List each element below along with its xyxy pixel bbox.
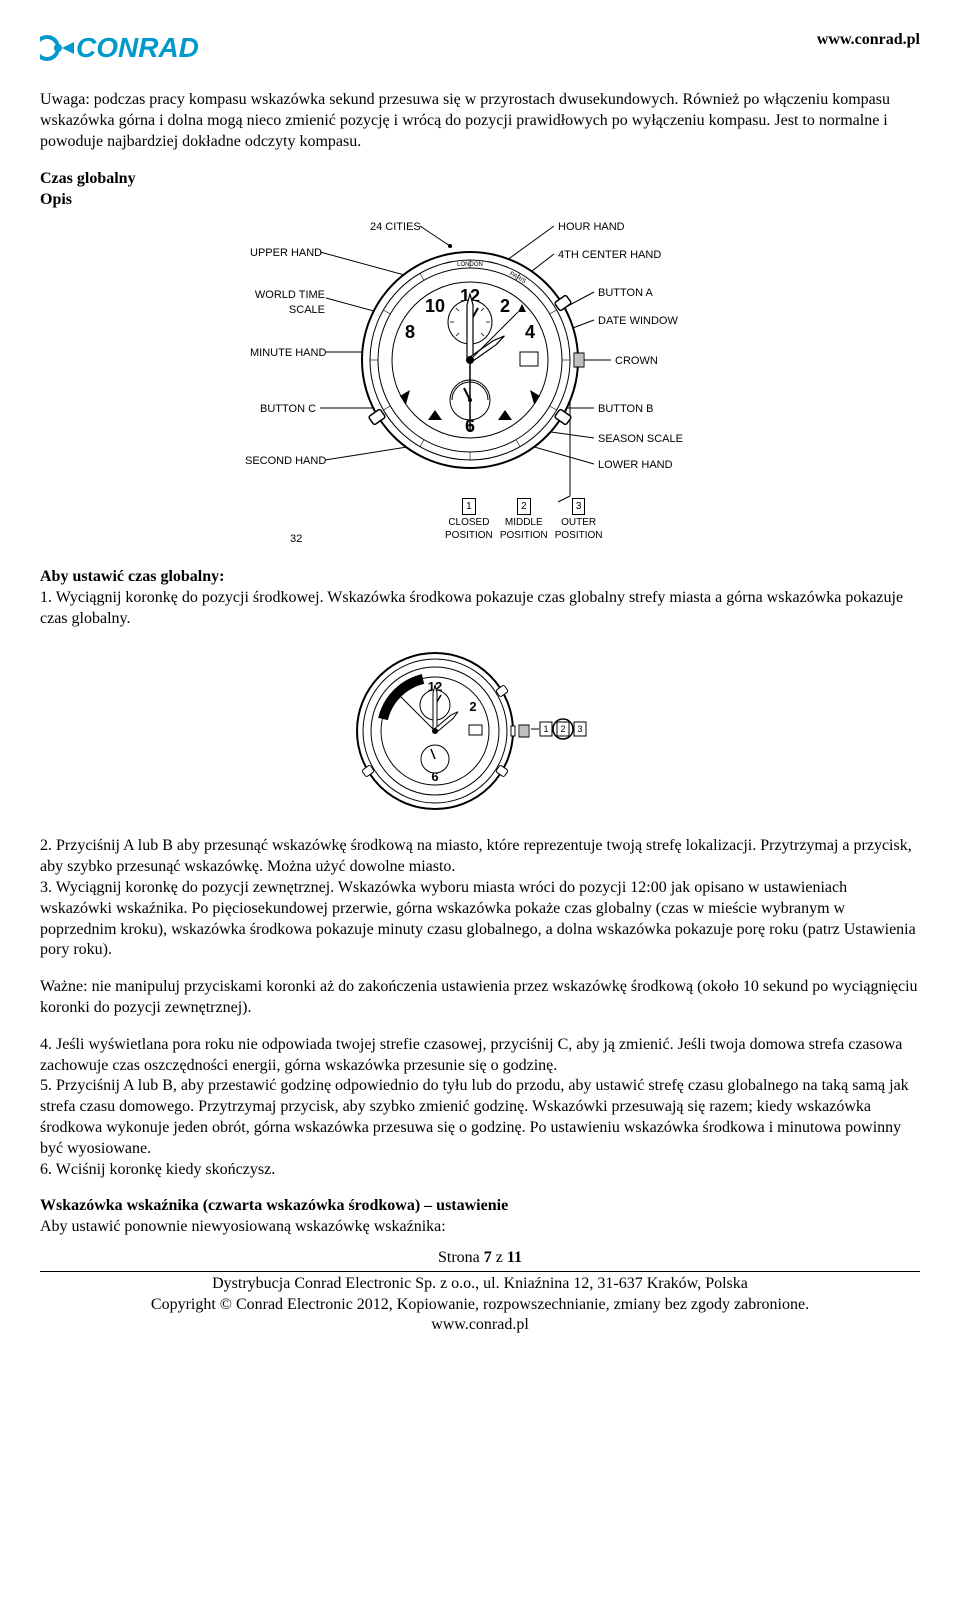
svg-text:3: 3 [577, 724, 582, 734]
svg-text:2: 2 [560, 724, 565, 734]
conrad-logo: CONRAD [40, 30, 199, 66]
small-watch-diagram: 12 2 6 [40, 646, 920, 823]
page-32: 32 [290, 532, 302, 546]
step6: 6. Wciśnij koronkę kiedy skończysz. [40, 1160, 920, 1181]
svg-text:2: 2 [469, 699, 476, 714]
opis-label: Opis [40, 191, 72, 208]
step3: 3. Wyciągnij koronkę do pozycji zewnętrz… [40, 878, 920, 961]
header-url: www.conrad.pl [817, 30, 920, 51]
wskazowka-section: Wskazówka wskaźnika (czwarta wskazówka ś… [40, 1196, 920, 1238]
page-footer: Strona 7 z 11 Dystrybucja Conrad Electro… [40, 1248, 920, 1336]
watch-svg: LONDON PARIS 12 2 4 6 8 10 [220, 216, 740, 506]
conrad-logo-icon [40, 33, 76, 63]
page-header: CONRAD www.conrad.pl [40, 30, 920, 66]
aby-ustawic-heading: Aby ustawić czas globalny: [40, 567, 920, 588]
footer-line2: Copyright © Conrad Electronic 2012, Kopi… [40, 1295, 920, 1316]
svg-text:1: 1 [543, 724, 548, 734]
step5: 5. Przyciśnij A lub B, aby przestawić go… [40, 1076, 920, 1159]
czas-globalny-heading: Czas globalny Opis [40, 169, 920, 211]
czas-globalny-label: Czas globalny [40, 170, 136, 187]
para-wazne: Ważne: nie manipuluj przyciskami koronki… [40, 977, 920, 1019]
wskazowka-sub: Aby ustawić ponownie niewyosiowaną wskaz… [40, 1218, 446, 1235]
svg-text:10: 10 [425, 296, 445, 316]
wskazowka-heading: Wskazówka wskaźnika (czwarta wskazówka ś… [40, 1197, 508, 1214]
svg-text:2: 2 [500, 296, 510, 316]
para-uwaga: Uwaga: podczas pracy kompasu wskazówka s… [40, 90, 920, 152]
svg-text:LONDON: LONDON [457, 262, 483, 268]
svg-text:4: 4 [525, 322, 535, 342]
footer-line1: Dystrybucja Conrad Electronic Sp. z o.o.… [40, 1274, 920, 1295]
main-watch-diagram: 24 CITIES UPPER HAND WORLD TIME SCALE MI… [40, 216, 920, 553]
logo-text: CONRAD [76, 30, 199, 66]
step1: 1. Wyciągnij koronkę do pozycji środkowe… [40, 588, 920, 630]
step2: 2. Przyciśnij A lub B aby przesunąć wska… [40, 836, 920, 878]
small-watch-svg: 12 2 6 [335, 646, 625, 816]
svg-text:8: 8 [405, 322, 415, 342]
page-number: Strona 7 z 11 [40, 1248, 920, 1269]
footer-line3: www.conrad.pl [40, 1315, 920, 1336]
step4: 4. Jeśli wyświetlana pora roku nie odpow… [40, 1035, 920, 1077]
